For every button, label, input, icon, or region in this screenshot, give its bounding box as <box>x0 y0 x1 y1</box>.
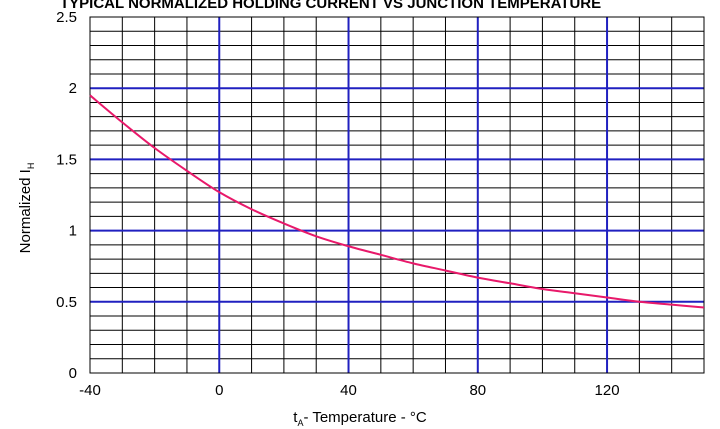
y-tick-label: 2 <box>69 80 77 97</box>
x-axis-label-main: t <box>293 409 298 426</box>
x-tick-label: 0 <box>215 382 223 399</box>
x-axis-label-rest: - Temperature - °C <box>303 409 426 426</box>
y-axis-label: Normalized IH <box>17 163 36 254</box>
x-tick-label: 120 <box>595 382 620 399</box>
y-axis-label-sub: H <box>26 163 36 170</box>
x-axis-label-sub: A <box>297 418 303 428</box>
plot-frame <box>89 16 705 374</box>
x-tick-label: 80 <box>469 382 486 399</box>
x-axis-label: tA- Temperature - °C <box>293 409 427 428</box>
y-tick-labels: 0 0.5 1 1.5 2 2.5 <box>56 9 77 382</box>
x-tick-label: -40 <box>79 382 101 399</box>
y-tick-label: 1 <box>69 223 77 240</box>
y-tick-label: 0 <box>69 365 77 382</box>
y-tick-label: 0.5 <box>56 294 77 311</box>
minor-grid <box>90 17 704 373</box>
x-tick-label: 40 <box>340 382 357 399</box>
x-tick-labels: -40 0 40 80 120 <box>79 382 619 399</box>
y-axis-label-main: Normalized I <box>17 169 34 253</box>
y-tick-label: 1.5 <box>56 151 77 168</box>
y-tick-label: 2.5 <box>56 9 77 26</box>
holding-current-curve <box>89 94 705 309</box>
chart-title: TYPICAL NORMALIZED HOLDING CURRENT VS JU… <box>60 0 601 12</box>
major-grid <box>90 17 704 373</box>
